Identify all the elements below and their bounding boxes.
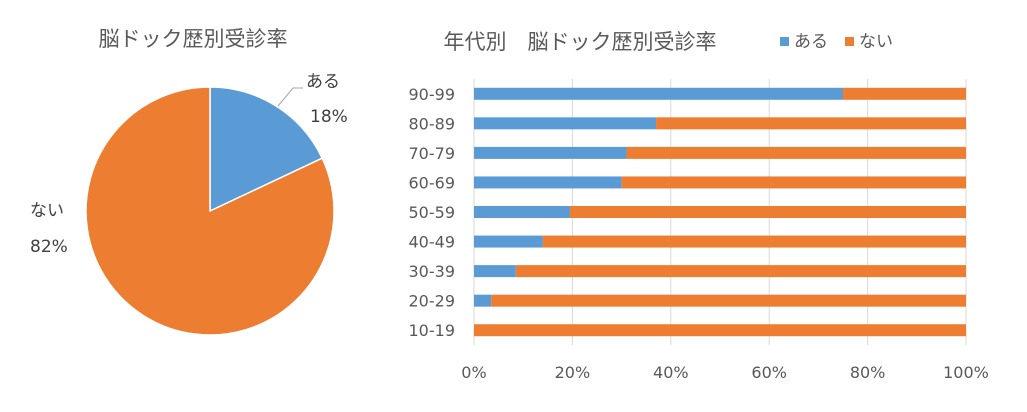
pie-slices bbox=[85, 86, 335, 336]
bar-segment bbox=[474, 206, 570, 218]
bar-segment bbox=[474, 117, 657, 130]
legend-swatch-nai bbox=[845, 37, 854, 46]
bar-segment bbox=[474, 294, 492, 307]
bar-segment bbox=[626, 146, 966, 159]
category-label: 20-29 bbox=[409, 292, 456, 311]
bar-segment bbox=[569, 206, 966, 218]
category-label: 30-39 bbox=[409, 262, 456, 281]
legend-label-nai: ない bbox=[859, 32, 893, 52]
category-label: 70-79 bbox=[409, 144, 456, 163]
bar-segment bbox=[621, 176, 966, 189]
x-tick-label: 0% bbox=[461, 363, 486, 382]
bar-segment bbox=[542, 235, 966, 248]
bar-segment bbox=[491, 294, 966, 307]
category-label: 90-99 bbox=[409, 85, 456, 104]
pie-slice-0 bbox=[209, 86, 324, 213]
bar-segment bbox=[474, 235, 543, 248]
bar-legend: ある ない bbox=[780, 32, 893, 52]
pie-title: 脳ドック歴別受診率 bbox=[99, 27, 288, 51]
category-label: 10-19 bbox=[409, 321, 456, 340]
x-tick-label: 60% bbox=[751, 363, 787, 382]
x-tick-label: 40% bbox=[653, 363, 689, 382]
bar-title: 年代別 脳ドック歴別受診率 bbox=[444, 30, 717, 54]
pie-slice-1 bbox=[85, 86, 335, 336]
x-tick-label: 100% bbox=[943, 363, 989, 382]
bar-segment bbox=[474, 324, 966, 337]
bar-x-tick-labels: 0% 20% 40% 60% 80% 100% bbox=[461, 363, 989, 382]
pie-value-aru: 18% bbox=[310, 107, 348, 127]
category-label: 40-49 bbox=[409, 233, 456, 252]
bar-segment bbox=[474, 176, 622, 189]
pie-leader-line bbox=[277, 87, 303, 107]
bar-segment bbox=[474, 265, 516, 278]
pie-label-aru: ある bbox=[306, 72, 340, 92]
bar-segment bbox=[843, 87, 966, 100]
pie-label-nai: ない bbox=[30, 201, 64, 221]
pie-value-nai: 82% bbox=[30, 237, 68, 257]
bar-segment bbox=[515, 265, 966, 278]
x-tick-label: 20% bbox=[555, 363, 591, 382]
bar-segment bbox=[474, 146, 627, 159]
legend-swatch-aru bbox=[780, 37, 789, 46]
x-tick-label: 80% bbox=[850, 363, 886, 382]
bar-category-labels: 90-99 80-89 70-79 60-69 50-59 40-49 30-39 20-29… bbox=[409, 85, 456, 340]
bar-chart: 年代別 脳ドック歴別受診率 ある ない 90-99 80-89 70-79 60-69… bbox=[409, 30, 989, 382]
category-label: 50-59 bbox=[409, 203, 456, 222]
category-label: 60-69 bbox=[409, 173, 456, 192]
pie-chart: 脳ドック歴別受診率 ある 18% ない 82% bbox=[30, 27, 348, 336]
category-label: 80-89 bbox=[409, 114, 456, 133]
bar-segment bbox=[656, 117, 966, 130]
bar-segment bbox=[474, 87, 843, 100]
legend-label-aru: ある bbox=[794, 32, 828, 52]
bar-series bbox=[474, 87, 966, 337]
